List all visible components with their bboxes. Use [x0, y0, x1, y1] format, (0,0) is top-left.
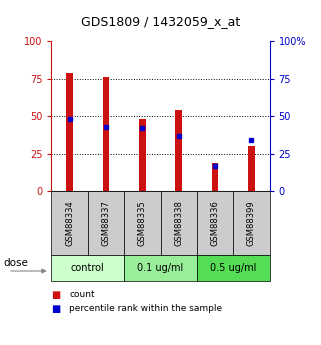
- Text: GSM88334: GSM88334: [65, 200, 74, 246]
- Bar: [248, 146, 255, 191]
- Bar: [103, 77, 109, 191]
- Text: control: control: [71, 263, 105, 273]
- Text: ■: ■: [51, 304, 61, 314]
- Bar: [175, 110, 182, 191]
- Text: GSM88337: GSM88337: [101, 200, 110, 246]
- Bar: [66, 73, 73, 191]
- Text: GSM88336: GSM88336: [211, 200, 220, 246]
- Text: GSM88335: GSM88335: [138, 200, 147, 246]
- Text: 0.5 ug/ml: 0.5 ug/ml: [210, 263, 256, 273]
- Text: GSM88399: GSM88399: [247, 200, 256, 246]
- Text: dose: dose: [3, 258, 28, 268]
- Text: ■: ■: [51, 290, 61, 300]
- Text: 0.1 ug/ml: 0.1 ug/ml: [137, 263, 184, 273]
- Bar: [139, 119, 146, 191]
- Bar: [212, 163, 218, 191]
- Text: GSM88338: GSM88338: [174, 200, 183, 246]
- Text: GDS1809 / 1432059_x_at: GDS1809 / 1432059_x_at: [81, 16, 240, 29]
- Text: percentile rank within the sample: percentile rank within the sample: [69, 304, 222, 313]
- Text: count: count: [69, 290, 95, 299]
